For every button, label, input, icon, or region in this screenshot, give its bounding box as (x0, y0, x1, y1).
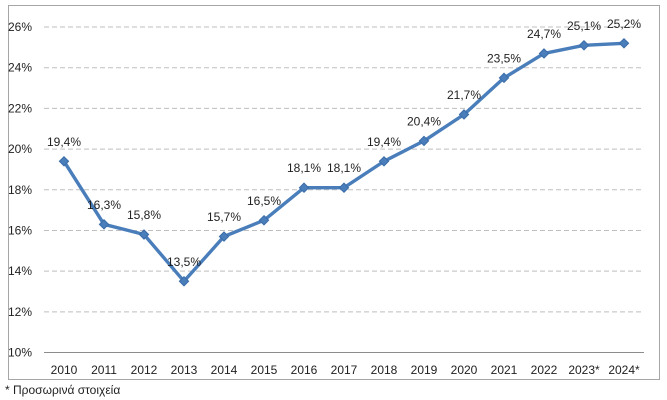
y-axis-tick-label: 18% (8, 183, 32, 197)
footnote: * Προσωρινά στοιχεία (5, 383, 121, 397)
x-axis-label: 2012 (131, 363, 158, 377)
x-axis-label: 2021 (491, 363, 518, 377)
data-point-label: 15,7% (207, 210, 241, 224)
data-point-label: 25,2% (607, 17, 641, 31)
y-axis-tick-label: 10% (8, 346, 32, 360)
data-point-marker (458, 109, 470, 120)
y-axis-tick-label: 20% (8, 142, 32, 156)
y-axis-tick-label: 26% (8, 20, 32, 34)
data-point-marker (258, 214, 270, 226)
data-point-label: 19,4% (367, 135, 401, 149)
x-axis-label: 2024* (608, 363, 640, 377)
y-axis-tick-label: 12% (8, 305, 32, 319)
x-axis-label: 2017 (331, 363, 358, 377)
x-axis-label: 2013 (171, 363, 198, 377)
y-axis-tick-label: 24% (8, 61, 32, 75)
data-point-label: 16,5% (247, 194, 281, 208)
data-point-label: 19,4% (47, 135, 81, 149)
data-point-marker (538, 48, 550, 59)
x-axis-label: 2022 (531, 363, 558, 377)
data-point-marker (578, 40, 590, 51)
x-axis-label: 2014 (211, 363, 238, 377)
data-point-label: 24,7% (527, 27, 561, 41)
data-point-marker (98, 219, 110, 230)
data-point-label: 25,1% (567, 19, 601, 33)
data-point-label: 23,5% (487, 51, 521, 65)
data-point-marker (218, 231, 230, 242)
data-point-label: 16,3% (87, 198, 121, 212)
data-point-marker (298, 182, 310, 194)
x-axis-label: 2011 (91, 363, 117, 377)
x-axis-label: 2010 (51, 363, 78, 377)
data-point-label: 13,5% (167, 255, 201, 269)
x-axis-label: 2020 (451, 363, 478, 377)
y-axis-tick-label: 14% (8, 264, 32, 278)
x-axis-label: 2015 (251, 363, 278, 377)
data-point-marker (618, 37, 630, 49)
y-axis-tick-label: 22% (8, 101, 32, 115)
y-axis-tick-label: 16% (8, 223, 32, 237)
x-axis-label: 2018 (371, 363, 398, 377)
x-axis-label: 2019 (411, 363, 438, 377)
data-point-marker (498, 72, 510, 84)
data-point-marker (138, 229, 150, 240)
data-point-marker (178, 275, 190, 287)
data-point-label: 20,4% (407, 114, 441, 128)
data-point-label: 18,1% (327, 161, 361, 175)
x-axis-label: 2016 (291, 363, 318, 377)
data-point-label: 18,1% (287, 161, 321, 175)
data-point-marker (338, 182, 350, 194)
x-axis-label: 2023* (568, 363, 600, 377)
data-point-label: 21,7% (447, 88, 481, 102)
data-point-marker (378, 155, 390, 167)
data-point-label: 15,8% (127, 208, 161, 222)
data-point-marker (58, 155, 70, 167)
data-point-marker (418, 135, 430, 147)
